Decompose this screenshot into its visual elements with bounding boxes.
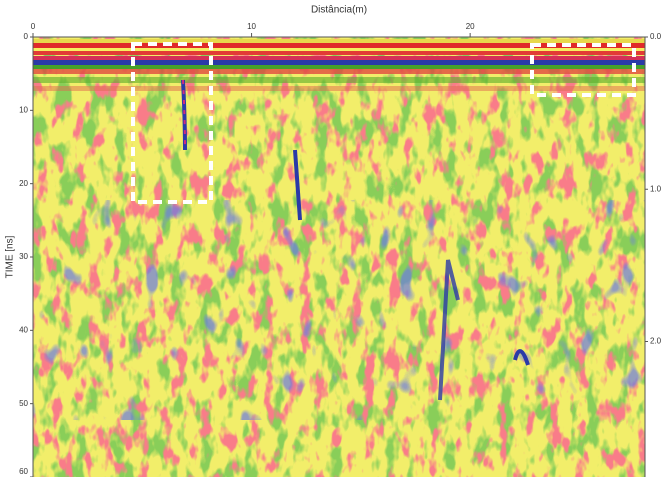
y2-tick-label: 1.0	[650, 184, 662, 193]
y2-tick-label: 0.0	[650, 32, 662, 41]
x-tick-label: 0	[31, 22, 36, 31]
annotation-box	[530, 43, 636, 97]
y2-tick-label: 2.0	[650, 337, 662, 346]
y-tick-label: 30	[19, 252, 28, 261]
radargram-image	[33, 37, 645, 477]
y-tick-label: 20	[19, 179, 28, 188]
y-tick-label: 50	[19, 399, 28, 408]
x-axis-title: Distância(m)	[311, 5, 367, 16]
y-axis-title: TIME [ns]	[5, 235, 16, 278]
y-tick-label: 60	[19, 467, 28, 476]
y-tick-label: 0	[24, 32, 29, 41]
x-tick-label: 20	[466, 22, 475, 31]
y-tick-label: 40	[19, 325, 28, 334]
x-tick-label: 10	[247, 22, 256, 31]
annotation-box	[131, 42, 213, 204]
y-tick-label: 10	[19, 105, 28, 114]
